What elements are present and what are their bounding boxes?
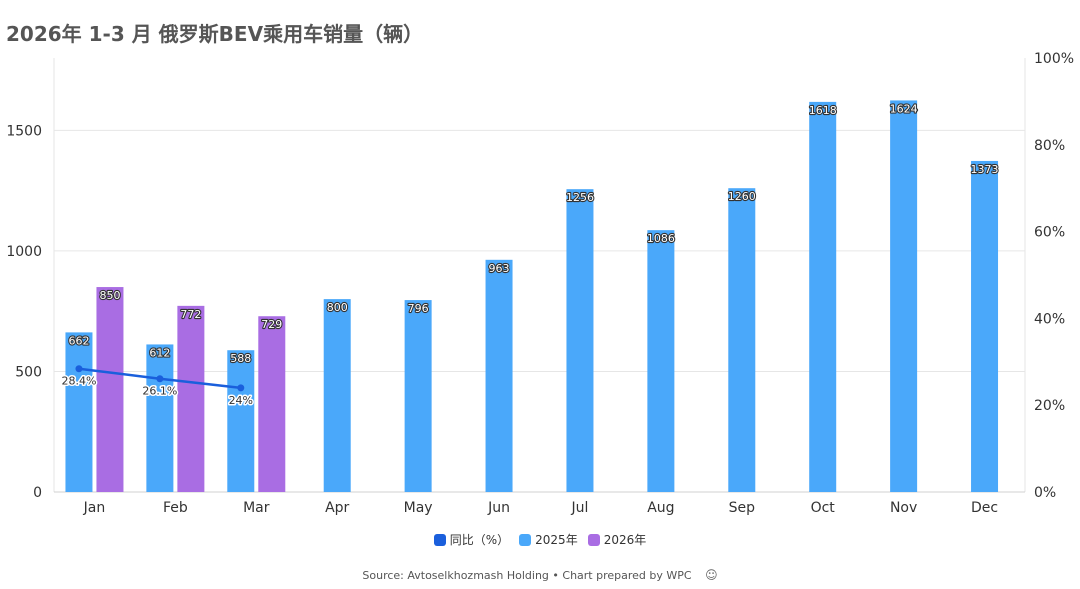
data-label-2026: 850 bbox=[99, 289, 120, 302]
y2-tick-label: 80% bbox=[1034, 138, 1065, 154]
bar-2025 bbox=[566, 189, 594, 493]
data-label-2025: 800 bbox=[327, 301, 348, 314]
y2-tick-label: 20% bbox=[1034, 398, 1065, 414]
data-label-2025: 612 bbox=[149, 346, 170, 359]
yoy-point bbox=[75, 365, 83, 373]
data-label-2025: 963 bbox=[489, 262, 510, 275]
x-tick-label: Dec bbox=[971, 500, 998, 516]
legend-label: 同比（%） bbox=[449, 533, 510, 547]
data-label-2026: 729 bbox=[261, 318, 282, 331]
source-text: Source: Avtoselkhozmash Holding • Chart … bbox=[362, 569, 692, 582]
y-tick-label: 1500 bbox=[6, 123, 42, 139]
bar-2025 bbox=[728, 188, 756, 492]
x-tick-label: Jul bbox=[571, 500, 589, 516]
wpc-logo-icon: ☺ bbox=[705, 568, 718, 582]
data-label-2025: 1373 bbox=[971, 163, 999, 176]
y2-tick-label: 100% bbox=[1034, 51, 1074, 67]
bar-2025 bbox=[404, 300, 432, 492]
data-label-2026: 772 bbox=[180, 308, 201, 321]
yoy-point bbox=[237, 384, 245, 392]
legend-label: 2026年 bbox=[603, 533, 647, 547]
legend: 同比（%） 2025年 2026年 bbox=[0, 531, 1080, 548]
bar-2025 bbox=[323, 299, 351, 492]
bar-2025 bbox=[65, 332, 93, 492]
y-tick-label: 1000 bbox=[6, 244, 42, 260]
x-tick-label: Oct bbox=[811, 500, 836, 516]
yoy-point bbox=[156, 375, 164, 383]
bar-2025 bbox=[227, 350, 255, 492]
y2-tick-label: 0% bbox=[1034, 485, 1056, 501]
x-tick-label: Feb bbox=[163, 500, 188, 516]
legend-swatch bbox=[587, 533, 600, 546]
bar-2025 bbox=[485, 259, 513, 492]
bar-2025 bbox=[971, 160, 999, 492]
data-label-2025: 796 bbox=[408, 302, 429, 315]
yoy-data-label: 24% bbox=[229, 394, 253, 407]
legend-label: 2025年 bbox=[535, 533, 578, 547]
yoy-data-label: 26.1% bbox=[142, 385, 177, 398]
x-tick-label: May bbox=[404, 500, 433, 516]
x-tick-label: Nov bbox=[890, 500, 917, 516]
data-label-2025: 1086 bbox=[647, 232, 675, 245]
chart-title: 2026年 1-3 月 俄罗斯BEV乘用车销量（辆） bbox=[6, 22, 424, 46]
y-tick-label: 500 bbox=[15, 364, 42, 380]
yoy-data-label: 28.4% bbox=[61, 375, 96, 388]
source-note: Source: Avtoselkhozmash Holding • Chart … bbox=[0, 568, 1080, 582]
bar-2026 bbox=[177, 305, 205, 492]
data-label-2025: 588 bbox=[230, 352, 251, 365]
legend-swatch bbox=[519, 533, 532, 546]
y-tick-label: 0 bbox=[33, 485, 42, 501]
y2-tick-label: 40% bbox=[1034, 311, 1065, 327]
legend-item[interactable]: 同比（%） bbox=[433, 531, 510, 548]
x-tick-label: Sep bbox=[729, 500, 756, 516]
legend-swatch bbox=[433, 533, 446, 546]
legend-item[interactable]: 2025年 bbox=[519, 531, 578, 548]
x-tick-label: Jun bbox=[487, 500, 510, 516]
bar-2025 bbox=[647, 230, 675, 493]
legend-item[interactable]: 2026年 bbox=[587, 531, 647, 548]
x-tick-label: Mar bbox=[243, 500, 270, 516]
bar-2025 bbox=[809, 101, 837, 492]
data-label-2025: 1624 bbox=[890, 102, 918, 115]
bar-2026 bbox=[258, 316, 286, 492]
x-tick-label: Apr bbox=[325, 500, 349, 516]
bar-2026 bbox=[96, 287, 124, 492]
data-label-2025: 1618 bbox=[809, 104, 837, 117]
data-label-2025: 662 bbox=[68, 334, 89, 347]
data-label-2025: 1256 bbox=[566, 191, 594, 204]
data-label-2025: 1260 bbox=[728, 190, 756, 203]
bar-2025 bbox=[146, 344, 174, 492]
bar-2025 bbox=[890, 100, 918, 493]
x-tick-label: Aug bbox=[647, 500, 674, 516]
x-tick-label: Jan bbox=[83, 500, 106, 516]
y2-tick-label: 60% bbox=[1034, 225, 1065, 241]
